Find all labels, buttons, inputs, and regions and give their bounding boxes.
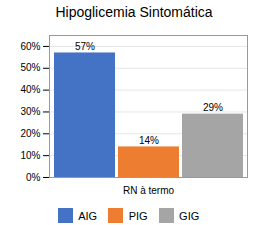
svg-text:40%: 40% [20,84,40,95]
svg-text:10%: 10% [20,150,40,161]
svg-text:RN à termo: RN à termo [123,185,175,196]
svg-text:50%: 50% [20,62,40,73]
svg-text:14%: 14% [139,135,159,146]
svg-text:0%: 0% [26,172,41,183]
svg-text:29%: 29% [203,102,223,113]
html-text:GIG: GIG [179,209,200,222]
html-text:Hipoglicemia Sintomática: Hipoglicemia Sintomática [55,4,213,20]
svg-text:20%: 20% [20,128,40,139]
html-text:AIG: AIG [78,209,98,222]
svg-text:60%: 60% [20,41,40,52]
html-text:PIG: PIG [128,209,148,222]
svg-text:57%: 57% [75,41,95,52]
svg-text:30%: 30% [20,106,40,117]
